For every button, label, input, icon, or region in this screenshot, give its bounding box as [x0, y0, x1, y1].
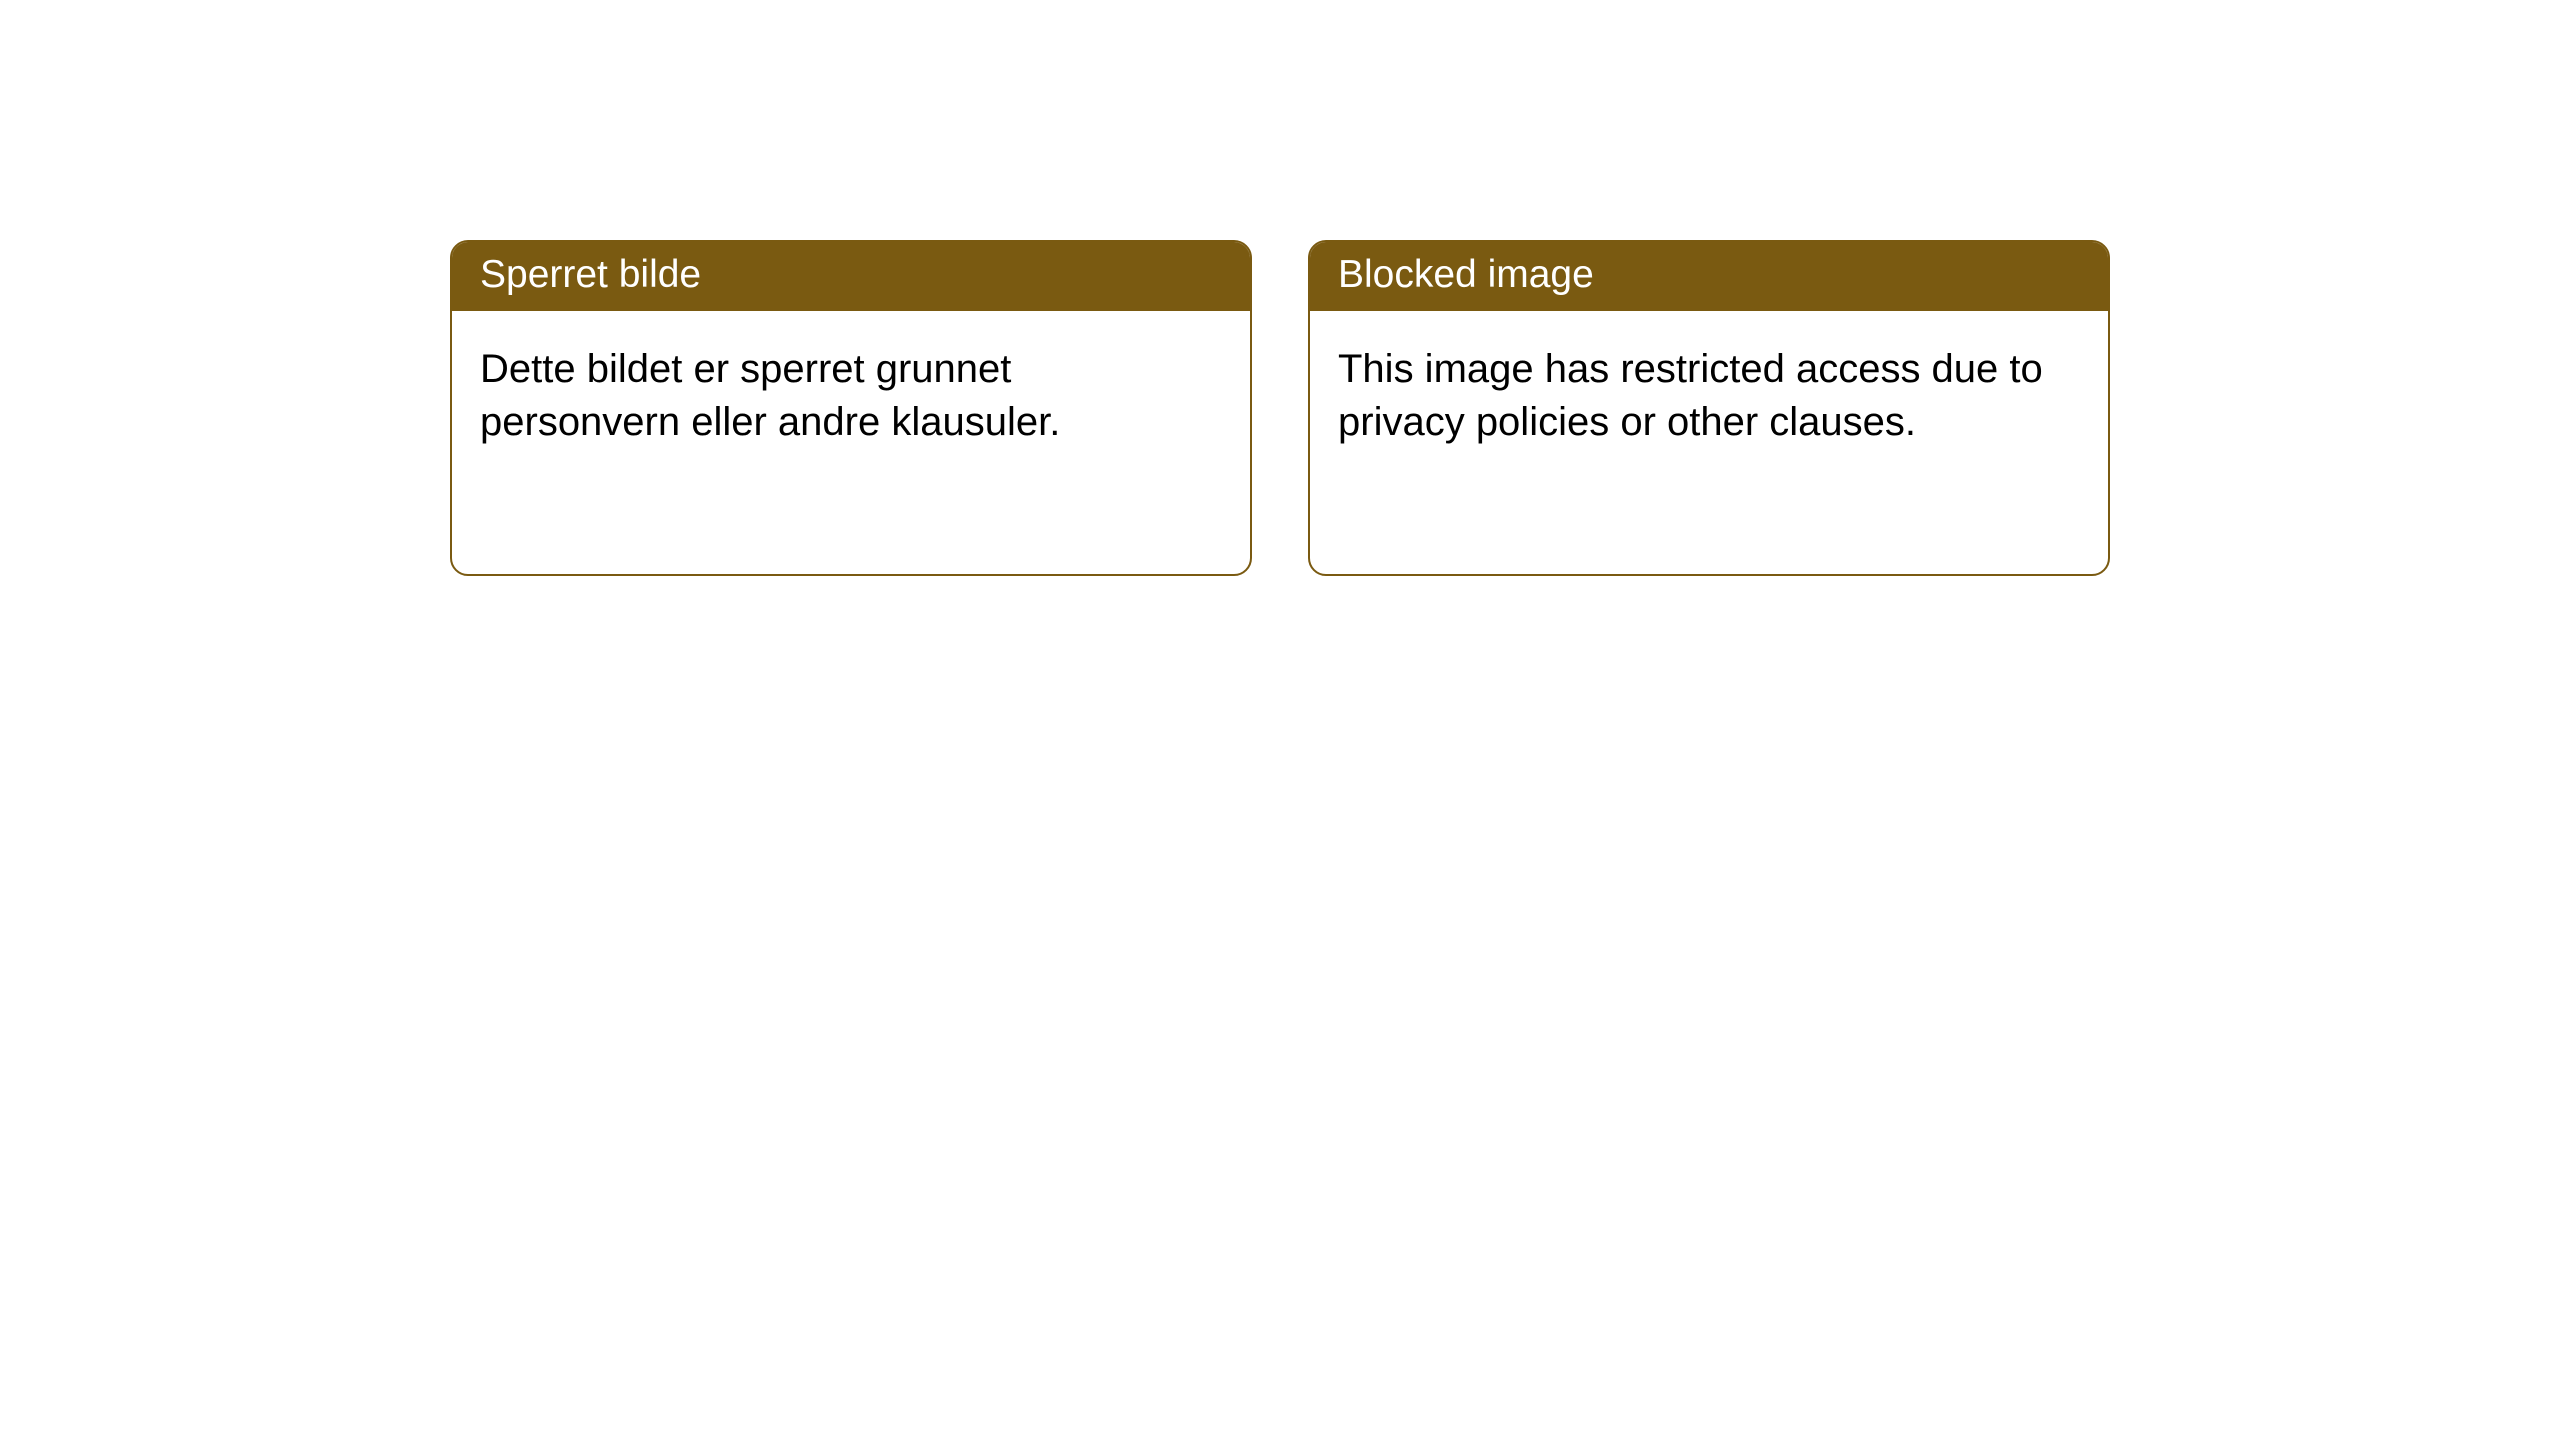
- card-header-english: Blocked image: [1310, 242, 2108, 311]
- card-header-norwegian: Sperret bilde: [452, 242, 1250, 311]
- notice-card-norwegian: Sperret bilde Dette bildet er sperret gr…: [450, 240, 1252, 576]
- card-body-norwegian: Dette bildet er sperret grunnet personve…: [452, 311, 1250, 481]
- blocked-image-notices: Sperret bilde Dette bildet er sperret gr…: [450, 240, 2110, 1440]
- notice-card-english: Blocked image This image has restricted …: [1308, 240, 2110, 576]
- card-body-english: This image has restricted access due to …: [1310, 311, 2108, 481]
